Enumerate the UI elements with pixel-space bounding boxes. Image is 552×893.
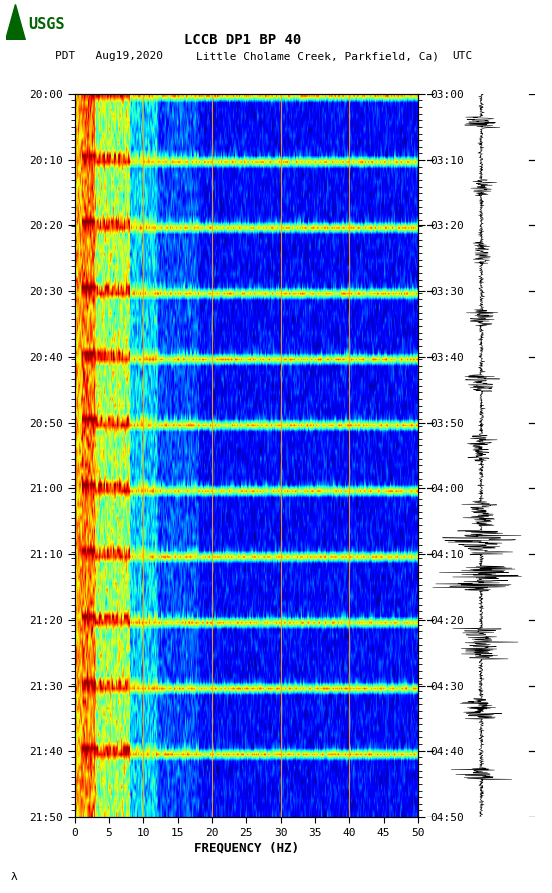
Text: USGS: USGS [29, 17, 65, 31]
Text: UTC: UTC [453, 51, 473, 62]
Text: LCCB DP1 BP 40: LCCB DP1 BP 40 [184, 33, 301, 47]
Polygon shape [6, 4, 25, 40]
Text: Little Cholame Creek, Parkfield, Ca): Little Cholame Creek, Parkfield, Ca) [196, 51, 439, 62]
Text: PDT   Aug19,2020: PDT Aug19,2020 [55, 51, 163, 62]
X-axis label: FREQUENCY (HZ): FREQUENCY (HZ) [194, 842, 299, 855]
Text: λ: λ [11, 872, 18, 882]
